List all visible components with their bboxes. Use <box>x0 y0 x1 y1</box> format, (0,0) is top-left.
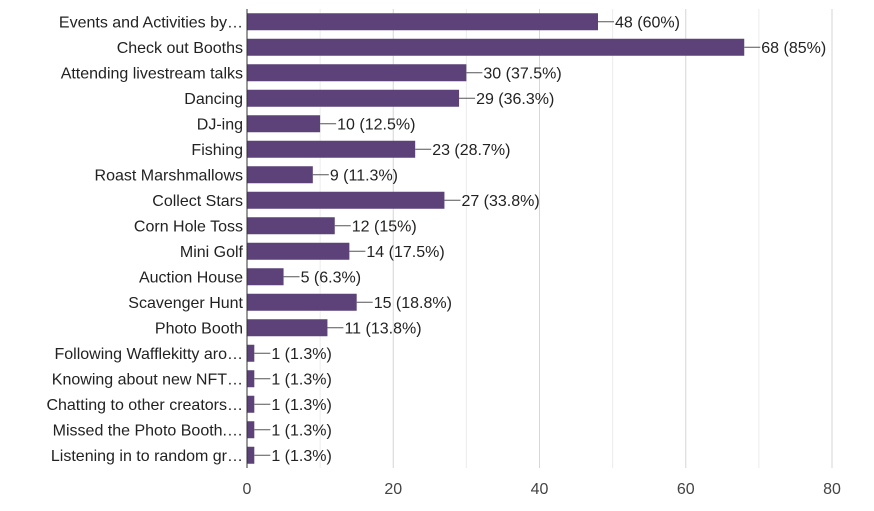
bar <box>247 38 745 56</box>
bars <box>247 13 745 464</box>
value-label: 11 (13.8%) <box>344 320 421 337</box>
value-label: 30 (37.5%) <box>483 65 561 82</box>
value-label: 1 (1.3%) <box>271 397 331 414</box>
x-tick-label: 60 <box>677 481 695 498</box>
x-tick-label: 40 <box>531 481 549 498</box>
category-label: Roast Marshmallows <box>95 167 243 184</box>
category-label: Missed the Photo Booth.… <box>53 422 243 439</box>
bar <box>247 242 350 260</box>
value-label: 9 (11.3%) <box>330 167 398 184</box>
x-tick-label: 20 <box>384 481 402 498</box>
bar <box>247 319 328 337</box>
value-label: 10 (12.5%) <box>337 116 415 133</box>
category-label: Mini Golf <box>180 244 244 261</box>
bar <box>247 13 598 31</box>
value-label: 23 (28.7%) <box>432 142 510 159</box>
bar <box>247 268 284 286</box>
value-label: 1 (1.3%) <box>271 422 331 439</box>
category-label: Check out Booths <box>117 40 243 57</box>
value-label: 14 (17.5%) <box>366 244 444 261</box>
bar <box>247 421 255 439</box>
bar <box>247 191 445 209</box>
category-label: Dancing <box>184 91 243 108</box>
category-label: Chatting to other creators… <box>46 397 243 414</box>
category-label: Events and Activities by… <box>59 14 243 31</box>
category-label: Fishing <box>191 142 243 159</box>
category-label: Collect Stars <box>152 193 243 210</box>
bar <box>247 370 255 388</box>
category-label: Knowing about new NFT… <box>52 371 243 388</box>
bar <box>247 166 313 184</box>
x-tick-label: 0 <box>243 481 252 498</box>
bar <box>247 395 255 413</box>
bar <box>247 217 335 235</box>
gridlines <box>246 9 833 468</box>
value-leaders <box>254 21 761 456</box>
x-axis-ticks: 0 20 40 60 80 <box>243 481 841 498</box>
value-label: 48 (60%) <box>615 14 680 31</box>
value-label: 68 (85%) <box>761 40 826 57</box>
category-label: Listening in to random gr… <box>51 448 243 465</box>
value-label: 1 (1.3%) <box>271 448 331 465</box>
value-label: 27 (33.8%) <box>461 193 539 210</box>
bar <box>247 64 467 82</box>
category-label: Attending livestream talks <box>61 65 243 82</box>
value-label: 1 (1.3%) <box>271 346 331 363</box>
category-labels: Events and Activities by… Check out Booth… <box>46 14 243 465</box>
category-label: Photo Booth <box>155 320 243 337</box>
x-tick-label: 80 <box>823 481 841 498</box>
category-label: Following Wafflekitty aro… <box>54 346 243 363</box>
value-labels: 48 (60%) 68 (85%) 30 (37.5%) 29 (36.3%) 10 (… <box>271 14 826 465</box>
bar <box>247 89 460 107</box>
bar <box>247 293 357 311</box>
bar <box>247 446 255 464</box>
category-label: Corn Hole Toss <box>134 218 243 235</box>
value-label: 12 (15%) <box>352 218 417 235</box>
category-label: Scavenger Hunt <box>128 295 243 312</box>
value-label: 15 (18.8%) <box>374 295 452 312</box>
category-label: Auction House <box>139 269 243 286</box>
bar <box>247 115 321 133</box>
category-label: DJ-ing <box>197 116 243 133</box>
value-label: 29 (36.3%) <box>476 91 554 108</box>
bar <box>247 140 416 158</box>
value-label: 1 (1.3%) <box>271 371 331 388</box>
value-label: 5 (6.3%) <box>301 269 361 286</box>
bar <box>247 344 255 362</box>
